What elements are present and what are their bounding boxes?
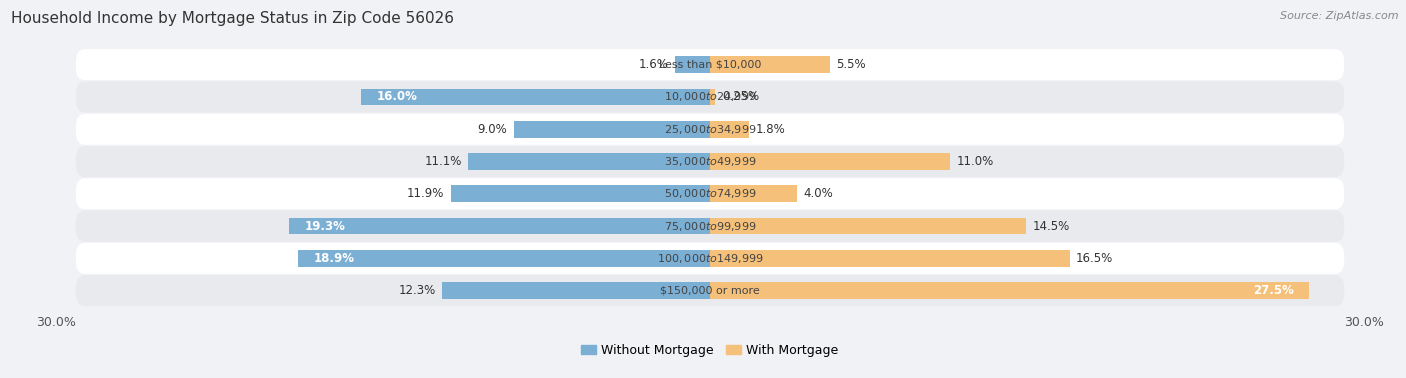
Text: $35,000 to $49,999: $35,000 to $49,999 bbox=[664, 155, 756, 168]
Text: 27.5%: 27.5% bbox=[1253, 284, 1294, 297]
Text: 0.25%: 0.25% bbox=[723, 90, 759, 104]
FancyBboxPatch shape bbox=[76, 82, 1344, 113]
Text: $150,000 or more: $150,000 or more bbox=[661, 286, 759, 296]
FancyBboxPatch shape bbox=[76, 146, 1344, 177]
Text: 1.6%: 1.6% bbox=[638, 58, 669, 71]
Bar bbox=[468, 153, 710, 170]
FancyBboxPatch shape bbox=[76, 49, 1344, 80]
Text: 4.0%: 4.0% bbox=[804, 187, 834, 200]
FancyBboxPatch shape bbox=[76, 211, 1344, 242]
Text: 16.0%: 16.0% bbox=[377, 90, 418, 104]
Bar bbox=[675, 56, 710, 73]
Text: 19.3%: 19.3% bbox=[305, 220, 346, 232]
FancyBboxPatch shape bbox=[76, 243, 1344, 274]
Bar bbox=[298, 250, 710, 267]
Text: $75,000 to $99,999: $75,000 to $99,999 bbox=[664, 220, 756, 232]
Text: 11.0%: 11.0% bbox=[956, 155, 994, 168]
Bar bbox=[361, 88, 710, 105]
Text: 14.5%: 14.5% bbox=[1032, 220, 1070, 232]
Text: 5.5%: 5.5% bbox=[837, 58, 866, 71]
Bar bbox=[710, 250, 1070, 267]
Bar bbox=[710, 56, 830, 73]
Text: Less than $10,000: Less than $10,000 bbox=[659, 60, 761, 70]
Text: 11.1%: 11.1% bbox=[425, 155, 461, 168]
Bar bbox=[710, 88, 716, 105]
Text: 9.0%: 9.0% bbox=[478, 123, 508, 136]
Text: Household Income by Mortgage Status in Zip Code 56026: Household Income by Mortgage Status in Z… bbox=[11, 11, 454, 26]
Text: Source: ZipAtlas.com: Source: ZipAtlas.com bbox=[1281, 11, 1399, 21]
Bar bbox=[710, 282, 1309, 299]
Bar bbox=[451, 185, 710, 202]
Text: 16.5%: 16.5% bbox=[1076, 252, 1114, 265]
Text: 18.9%: 18.9% bbox=[314, 252, 354, 265]
Bar bbox=[515, 121, 710, 138]
Bar bbox=[710, 121, 749, 138]
Text: 11.9%: 11.9% bbox=[406, 187, 444, 200]
Text: 1.8%: 1.8% bbox=[756, 123, 786, 136]
Text: $100,000 to $149,999: $100,000 to $149,999 bbox=[657, 252, 763, 265]
FancyBboxPatch shape bbox=[76, 114, 1344, 145]
Text: $25,000 to $34,999: $25,000 to $34,999 bbox=[664, 123, 756, 136]
Text: 12.3%: 12.3% bbox=[398, 284, 436, 297]
Text: $10,000 to $24,999: $10,000 to $24,999 bbox=[664, 90, 756, 104]
Bar bbox=[441, 282, 710, 299]
Bar bbox=[290, 218, 710, 234]
Bar bbox=[710, 185, 797, 202]
FancyBboxPatch shape bbox=[76, 275, 1344, 306]
Bar bbox=[710, 218, 1026, 234]
Text: $50,000 to $74,999: $50,000 to $74,999 bbox=[664, 187, 756, 200]
Bar bbox=[710, 153, 950, 170]
FancyBboxPatch shape bbox=[76, 178, 1344, 209]
Legend: Without Mortgage, With Mortgage: Without Mortgage, With Mortgage bbox=[576, 339, 844, 362]
